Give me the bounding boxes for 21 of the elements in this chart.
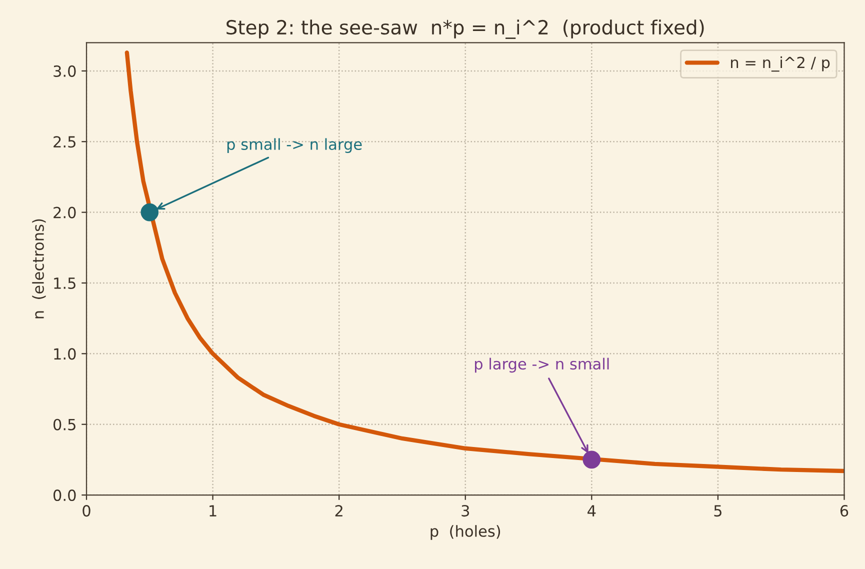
y-tick-label: 3.0	[54, 65, 76, 77]
y-tick-label: 0.0	[53, 489, 76, 502]
x-tick-label: 6	[840, 505, 848, 517]
chart-title: Step 2: the see-saw n*p = n_i^2 (product fixed)	[226, 20, 704, 39]
annotation: p large -> n small	[474, 358, 609, 373]
x-tick-label: 1	[210, 505, 216, 516]
y-tick-label: 2.0	[54, 206, 76, 218]
y-tick-label: 1.5	[54, 278, 76, 290]
x-tick-label: 3	[462, 505, 470, 517]
x-axis-title: p (holes)	[430, 525, 500, 540]
y-axis-title: n (electrons)	[32, 219, 46, 318]
y-tick-label: 2.5	[54, 136, 76, 148]
x-tick-label: 0	[82, 505, 90, 517]
line-series	[124, 50, 844, 474]
x-tick-label: 4	[588, 505, 596, 516]
y-tick-label: 0.5	[53, 418, 76, 430]
x-tick-label: 2	[335, 505, 342, 516]
legend-label: n = n_i^2 / p	[731, 56, 830, 72]
annotation: p small -> n large	[227, 138, 362, 153]
x-tick-label: 5	[714, 505, 722, 517]
y-tick-label: 1.0	[54, 348, 76, 360]
